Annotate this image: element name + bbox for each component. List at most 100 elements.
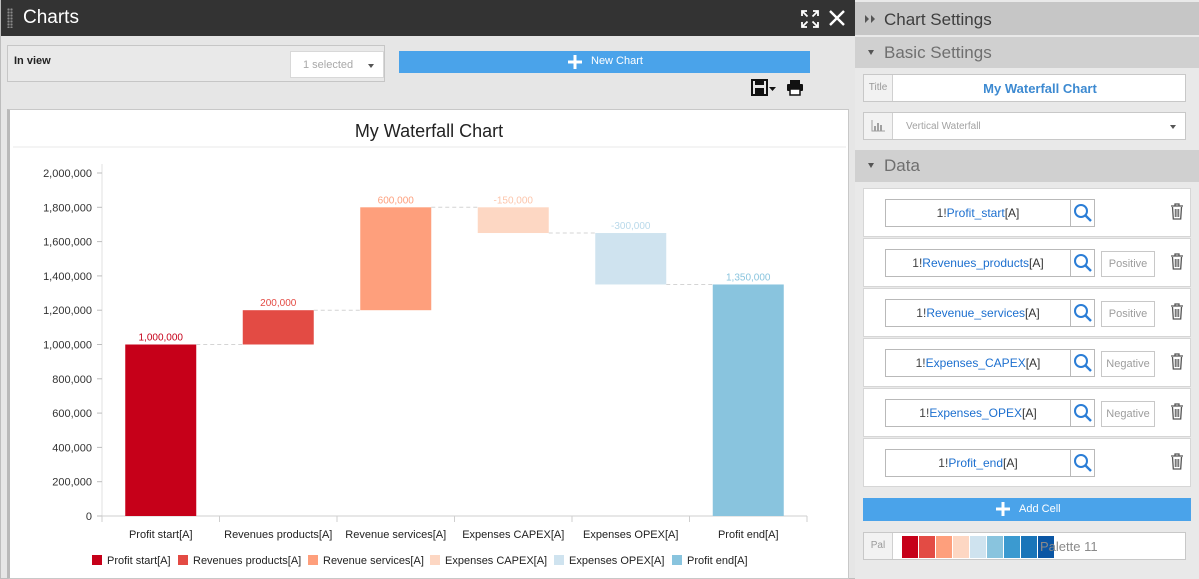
- trash-icon[interactable]: [1170, 253, 1184, 270]
- y-tick-label: 400,000: [52, 442, 92, 454]
- y-tick-label: 1,600,000: [43, 237, 92, 249]
- legend-label: Revenue services[A]: [323, 555, 424, 567]
- search-icon: [1074, 404, 1092, 422]
- panel-title: Charts: [23, 7, 79, 28]
- search-button[interactable]: [1070, 299, 1095, 327]
- data-row: 1!Profit_start[A]: [863, 188, 1191, 237]
- drag-handle-icon[interactable]: [7, 8, 13, 28]
- trash-icon[interactable]: [1170, 453, 1184, 470]
- cell-suffix: [A]: [1025, 356, 1041, 370]
- in-view-select[interactable]: 1 selected: [290, 51, 384, 78]
- cell-sheet-prefix: 1!: [936, 206, 947, 220]
- chevron-down-icon: [1170, 125, 1176, 129]
- legend-label: Profit end[A]: [687, 555, 748, 567]
- data-header[interactable]: Data: [855, 150, 1199, 182]
- new-chart-button[interactable]: New Chart: [399, 51, 810, 73]
- sign-select[interactable]: Positive: [1101, 301, 1155, 327]
- cell-name: Revenues_products: [922, 256, 1030, 270]
- palette-swatches: [902, 536, 1055, 558]
- search-button[interactable]: [1070, 349, 1095, 377]
- double-chevron-right-icon[interactable]: [864, 14, 878, 24]
- cell-sheet-prefix: 1!: [915, 356, 926, 370]
- x-tick-label: Profit end[A]: [718, 529, 779, 541]
- palette-swatch: [987, 536, 1003, 558]
- search-button[interactable]: [1070, 249, 1095, 277]
- cell-reference-input[interactable]: 1!Profit_end[A]: [885, 449, 1071, 477]
- x-tick-label: Expenses CAPEX[A]: [462, 529, 564, 541]
- trash-icon[interactable]: [1170, 353, 1184, 370]
- data-title: Data: [884, 156, 920, 175]
- palette-swatch: [953, 536, 969, 558]
- palette-select[interactable]: Pal Palette 11: [863, 532, 1186, 560]
- waterfall-bar: [242, 310, 314, 345]
- data-label: 600,000: [378, 195, 415, 206]
- cell-reference-input[interactable]: 1!Revenues_products[A]: [885, 249, 1071, 277]
- search-icon: [1074, 354, 1092, 372]
- cell-reference-input[interactable]: 1!Revenue_services[A]: [885, 299, 1071, 327]
- basic-settings-header[interactable]: Basic Settings: [855, 37, 1199, 68]
- data-row: 1!Expenses_OPEX[A] Negative: [863, 388, 1191, 437]
- waterfall-bar: [360, 207, 432, 311]
- chart-title-field[interactable]: Title My Waterfall Chart: [863, 74, 1186, 102]
- data-row: 1!Revenues_products[A] Positive: [863, 238, 1191, 287]
- expand-icon[interactable]: [800, 9, 820, 29]
- y-tick-label: 1,800,000: [43, 202, 92, 214]
- sign-select[interactable]: Negative: [1101, 351, 1155, 377]
- cell-sheet-prefix: 1!: [912, 256, 923, 270]
- data-row: 1!Profit_end[A]: [863, 438, 1191, 487]
- data-label: -300,000: [611, 221, 651, 232]
- in-view-filter: In view 1 selected: [7, 45, 385, 82]
- x-tick-label: Profit start[A]: [129, 529, 193, 541]
- chart-type-value: Vertical Waterfall: [906, 121, 981, 132]
- legend-label: Revenues products[A]: [193, 555, 301, 567]
- y-tick-label: 0: [86, 511, 92, 523]
- waterfall-bar: [595, 233, 667, 285]
- cell-reference-input[interactable]: 1!Expenses_OPEX[A]: [885, 399, 1071, 427]
- add-cell-button[interactable]: Add Cell: [863, 498, 1191, 521]
- bar-chart-icon: [871, 120, 885, 132]
- caret-down-icon: [868, 163, 874, 168]
- panel-titlebar: Charts: [1, 0, 856, 36]
- cell-sheet-prefix: 1!: [938, 456, 949, 470]
- plus-icon: [568, 55, 582, 69]
- data-label: 1,350,000: [726, 272, 771, 283]
- palette-name: Palette 11: [1040, 539, 1098, 554]
- y-tick-label: 800,000: [52, 374, 92, 386]
- close-icon[interactable]: [827, 8, 847, 28]
- sign-select[interactable]: Negative: [1101, 401, 1155, 427]
- search-button[interactable]: [1070, 199, 1095, 227]
- data-label: 1,000,000: [139, 333, 184, 344]
- trash-icon[interactable]: [1170, 303, 1184, 320]
- y-tick-label: 1,200,000: [43, 305, 92, 317]
- save-icon[interactable]: [751, 79, 777, 97]
- legend-label: Expenses OPEX[A]: [569, 555, 664, 567]
- trash-icon[interactable]: [1170, 403, 1184, 420]
- search-button[interactable]: [1070, 449, 1095, 477]
- y-tick-label: 1,000,000: [43, 340, 92, 352]
- trash-icon[interactable]: [1170, 203, 1184, 220]
- charts-panel: Charts In view 1 selected New Chart: [0, 0, 856, 579]
- search-icon: [1074, 304, 1092, 322]
- legend-swatch: [672, 555, 682, 565]
- sign-select[interactable]: Positive: [1101, 251, 1155, 277]
- print-icon[interactable]: [786, 79, 804, 96]
- cell-suffix: [A]: [1003, 456, 1018, 470]
- caret-down-icon: [868, 50, 874, 55]
- legend-swatch: [92, 555, 102, 565]
- search-button[interactable]: [1070, 399, 1095, 427]
- palette-swatch: [919, 536, 935, 558]
- legend-swatch: [178, 555, 188, 565]
- search-icon: [1074, 454, 1092, 472]
- chart-title: My Waterfall Chart: [355, 121, 503, 141]
- chart-type-select[interactable]: Vertical Waterfall: [863, 112, 1186, 140]
- cell-reference-input[interactable]: 1!Expenses_CAPEX[A]: [885, 349, 1071, 377]
- cell-reference-input[interactable]: 1!Profit_start[A]: [885, 199, 1071, 227]
- y-tick-label: 600,000: [52, 408, 92, 420]
- y-tick-label: 200,000: [52, 477, 92, 489]
- x-tick-label: Expenses OPEX[A]: [583, 529, 678, 541]
- data-row: 1!Revenue_services[A] Positive: [863, 288, 1191, 337]
- x-tick-label: Revenues products[A]: [224, 529, 332, 541]
- chart-title-input[interactable]: My Waterfall Chart: [983, 81, 1097, 96]
- chart-settings-header[interactable]: Chart Settings: [855, 2, 1199, 35]
- waterfall-bar: [712, 284, 784, 516]
